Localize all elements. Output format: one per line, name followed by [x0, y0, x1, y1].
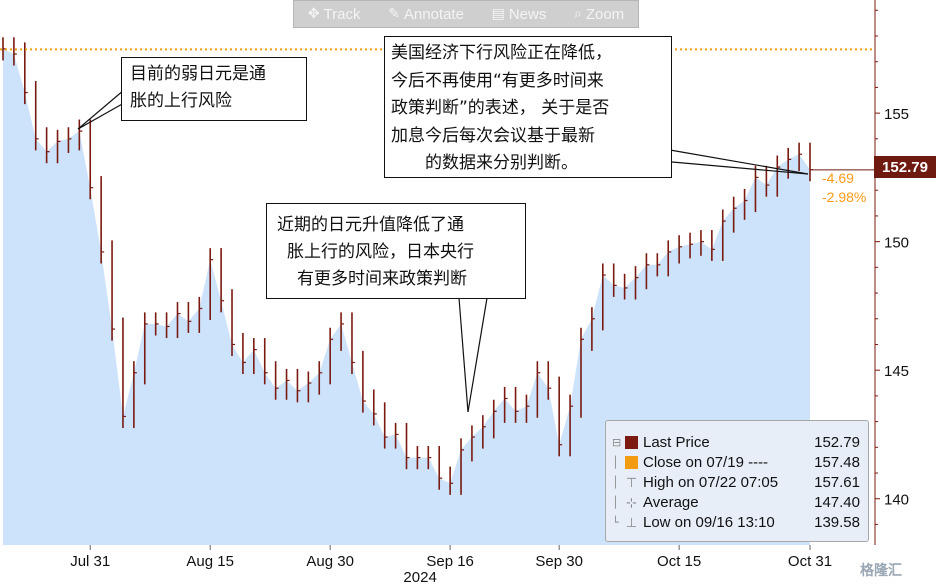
x-tick-label: Oct 31	[788, 553, 832, 570]
tree-branch-icon: └	[612, 515, 619, 529]
callout-pointer-2b	[467, 297, 488, 413]
x-tick-label: Oct 15	[657, 553, 701, 570]
y-tick-label: 155	[884, 106, 909, 123]
last-price-label: 152.79	[874, 156, 936, 178]
x-tick-label: Sep 16	[426, 553, 474, 570]
legend-row-average: │ ⊹ Average 147.40	[612, 492, 860, 512]
y-tick-label: 140	[884, 492, 909, 509]
legend-label: Close on 07/19 ----	[643, 453, 769, 471]
annotation-us-economy-line4: 加息今后每次会议基于最新	[391, 125, 595, 146]
legend-value: 152.79	[814, 433, 860, 451]
change-absolute: -4.69	[822, 170, 854, 186]
annotation-us-economy: 美国经济下行风险正在降低， 今后不再使用“有更多时间来 政策判断”的表述， 关于…	[384, 36, 672, 178]
annotation-yen-appreciation: 近期的日元升值降低了通 胀上行的风险，日本央行 有更多时间来政策判断	[266, 203, 526, 299]
track-button[interactable]: ✥ Track	[307, 5, 361, 23]
legend-label: Low on 09/16 13:10	[643, 513, 775, 531]
newspaper-icon: ▤	[491, 6, 505, 22]
crosshair-icon: ✥	[307, 6, 320, 22]
x-tick-label: Aug 30	[306, 553, 354, 570]
pencil-icon: ✎	[388, 6, 400, 22]
collapse-icon[interactable]: ⊟	[612, 435, 622, 449]
close-swatch	[625, 455, 638, 469]
legend-value: 157.61	[814, 473, 860, 491]
last-price-swatch	[625, 435, 638, 449]
magnifier-icon: ⌕	[573, 6, 582, 22]
y-tick-label: 145	[884, 363, 909, 380]
zoom-button[interactable]: ⌕ Zoom	[573, 5, 625, 23]
tree-branch-icon: │	[612, 495, 619, 509]
legend-value: 157.48	[814, 453, 860, 471]
y-tick-label: 150	[884, 235, 909, 252]
chart-legend[interactable]: ⊟ Last Price 152.79 │ Close on 07/19 ---…	[605, 420, 869, 542]
change-percent: -2.98%	[822, 189, 867, 205]
callout-pointer-1a	[77, 89, 125, 130]
watermark: 格隆汇	[860, 563, 902, 579]
legend-row-low: └ ⊥ Low on 09/16 13:10 139.58	[612, 512, 860, 532]
annotation-us-economy-line5: 的数据来分别判断。	[425, 153, 578, 173]
annotation-weak-yen: 目前的弱日元是通 胀的上行风险	[121, 57, 307, 121]
tree-branch-icon: │	[612, 455, 619, 469]
callout-pointer-3a	[669, 149, 809, 175]
low-marker-icon: ⊥	[625, 514, 638, 530]
high-marker-icon: ⊤	[625, 474, 638, 490]
annotation-us-economy-line3: 政策判断”的表述， 关于是否	[391, 98, 610, 118]
legend-label: High on 07/22 07:05	[643, 473, 779, 491]
annotation-us-economy-line1: 美国经济下行风险正在降低，	[391, 43, 612, 63]
chart-toolbar: ✥ Track ✎ Annotate ▤ News ⌕ Zoom	[293, 0, 639, 28]
legend-row-high: │ ⊤ High on 07/22 07:05 157.61	[612, 472, 860, 492]
legend-label: Last Price	[643, 433, 710, 451]
legend-row-last-price: ⊟ Last Price 152.79	[612, 432, 860, 452]
legend-label: Average	[643, 493, 699, 511]
x-tick-label: Aug 15	[186, 553, 234, 570]
annotation-us-economy-line2: 今后不再使用“有更多时间来	[391, 70, 604, 91]
legend-value: 147.40	[814, 493, 860, 511]
legend-value: 139.58	[814, 513, 860, 531]
annotation-yen-appreciation-line2: 胀上行的风险，日本央行	[287, 242, 474, 262]
callout-pointer-1b	[77, 102, 125, 130]
year-label: 2024	[403, 569, 436, 586]
x-tick-label: Jul 31	[70, 553, 110, 570]
annotation-yen-appreciation-line1: 近期的日元升值降低了通	[277, 215, 464, 235]
annotation-weak-yen-line1: 目前的弱日元是通	[130, 64, 266, 84]
annotation-weak-yen-line2: 胀的上行风险	[130, 91, 232, 111]
legend-row-close: │ Close on 07/19 ---- 157.48	[612, 452, 860, 472]
annotate-button[interactable]: ✎ Annotate	[388, 5, 464, 23]
x-tick-label: Sep 30	[535, 553, 583, 570]
annotation-yen-appreciation-line3: 有更多时间来政策判断	[297, 269, 467, 289]
callout-pointer-3b	[671, 161, 809, 175]
tree-branch-icon: │	[612, 475, 619, 489]
callout-pointer-2a	[458, 297, 469, 413]
news-button[interactable]: ▤ News	[491, 5, 547, 23]
average-marker-icon: ⊹	[626, 494, 637, 510]
